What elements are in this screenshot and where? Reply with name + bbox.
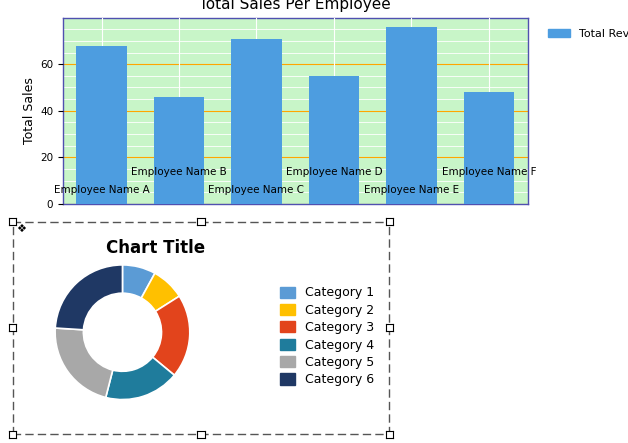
Text: Chart Title: Chart Title (106, 239, 205, 257)
Wedge shape (55, 328, 113, 397)
Text: Employee Name D: Employee Name D (286, 167, 382, 177)
Wedge shape (106, 357, 175, 400)
Bar (77, 46, 127, 204)
Legend: Category 1, Category 2, Category 3, Category 4, Category 5, Category 6: Category 1, Category 2, Category 3, Cate… (275, 281, 379, 391)
Bar (463, 92, 514, 204)
Wedge shape (122, 265, 155, 298)
Text: Employee Name A: Employee Name A (53, 185, 149, 195)
Text: Employees: Employees (261, 260, 329, 272)
Wedge shape (153, 296, 190, 375)
Text: ❖: ❖ (16, 224, 26, 234)
Bar (309, 76, 359, 204)
Text: Employee Name C: Employee Name C (208, 185, 305, 195)
Bar (386, 27, 436, 204)
Wedge shape (55, 265, 122, 330)
Text: Employee Name E: Employee Name E (364, 185, 459, 195)
Y-axis label: Total Sales: Total Sales (23, 78, 36, 144)
Text: Employee Name F: Employee Name F (441, 167, 536, 177)
Bar (231, 39, 281, 204)
Bar (154, 97, 204, 204)
Title: Total Sales Per Employee: Total Sales Per Employee (199, 0, 391, 12)
Wedge shape (141, 273, 180, 311)
Text: Employee Name B: Employee Name B (131, 167, 227, 177)
Legend: Total Revenue: Total Revenue (543, 23, 628, 44)
